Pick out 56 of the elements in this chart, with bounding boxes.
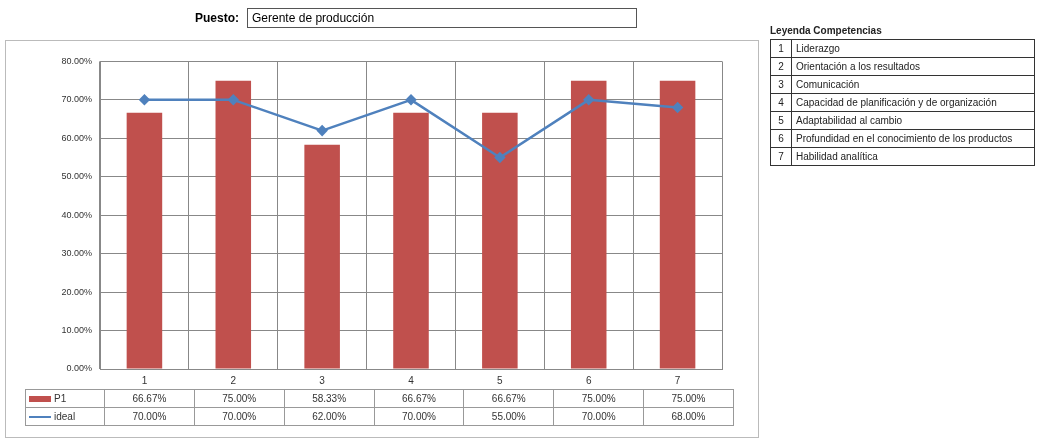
text: Leyenda Competencias <box>770 25 883 36</box>
x-tick-label: 5 <box>497 374 504 386</box>
data-label: 58.33% <box>284 389 375 408</box>
x-tick-label: 4 <box>408 374 415 386</box>
data-label: 70.00% <box>104 407 195 426</box>
x-tick-label: 6 <box>585 374 592 386</box>
y-tick-label: 70.00% <box>61 94 92 105</box>
bar <box>393 112 429 369</box>
point <box>405 94 417 106</box>
bar <box>215 80 252 369</box>
point <box>583 94 594 106</box>
point <box>228 94 239 106</box>
text: 7 Habilidad analítica <box>778 151 878 162</box>
bar <box>570 80 607 369</box>
y-tick-label: 40.00% <box>61 209 92 220</box>
y-tick-label: 50.00% <box>61 171 92 182</box>
chart-subtitle: Gerente de producción <box>247 8 638 28</box>
bar <box>659 80 696 369</box>
chart-title: Puesto: <box>195 11 240 25</box>
text: 5 Adaptabilidad al cambio <box>778 115 903 126</box>
data-label: 70.00% <box>553 407 644 426</box>
data-label: 62.00% <box>284 407 375 426</box>
legend-label: ideal <box>25 407 105 426</box>
bar <box>304 144 340 369</box>
x-tick-label: 1 <box>141 374 148 386</box>
bar <box>482 112 518 369</box>
data-label: 66.67% <box>463 389 554 408</box>
data-label: 75.00% <box>194 389 285 408</box>
text: 1 Liderazgo <box>778 43 840 54</box>
data-label: 55.00% <box>463 407 554 426</box>
text: 2 Orientación a los resultados <box>778 61 920 72</box>
y-tick-label: 10.00% <box>61 325 92 336</box>
x-tick-label: 3 <box>319 374 326 386</box>
data-label: 75.00% <box>553 389 644 408</box>
data-label: 66.67% <box>374 389 464 408</box>
text: 3 Comunicación <box>778 79 860 90</box>
data-label: 70.00% <box>194 407 285 426</box>
data-label: 68.00% <box>643 407 734 426</box>
data-label: 70.00% <box>374 407 464 426</box>
legend-label: P1 <box>25 389 105 408</box>
y-tick-label: 0.00% <box>66 363 92 374</box>
point <box>494 152 506 163</box>
bar <box>126 112 163 369</box>
data-label: 75.00% <box>643 389 734 408</box>
text: 6 Profundidad en el conocimiento de los productos <box>778 133 1013 144</box>
point <box>672 102 683 113</box>
x-tick-label: 7 <box>674 374 681 386</box>
y-tick-label: 20.00% <box>61 286 92 297</box>
y-tick-label: 60.00% <box>61 132 92 143</box>
y-tick-label: 80.00% <box>61 55 92 66</box>
text: 4 Capacidad de planificación y de organización <box>778 97 997 108</box>
point <box>316 125 328 136</box>
data-label: 66.67% <box>104 389 195 408</box>
x-tick-label: 2 <box>230 374 237 386</box>
point <box>139 94 150 106</box>
y-tick-label: 30.00% <box>61 248 92 259</box>
